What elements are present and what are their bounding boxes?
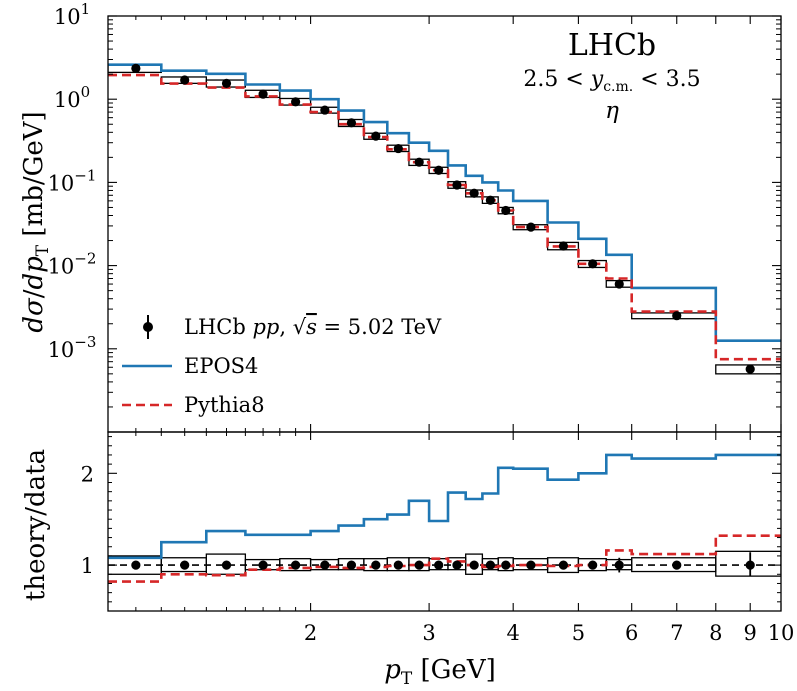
- data-point: [221, 78, 232, 88]
- ratio-data-point: [501, 560, 511, 570]
- ratio-data-point: [588, 560, 598, 570]
- rapidity-label: 2.5 < yc.m. < 3.5: [523, 67, 700, 95]
- legend-label-pythia8: Pythia8: [184, 393, 265, 417]
- y-tick-label: 10−3: [48, 333, 97, 362]
- y-tick-label: 10−2: [48, 250, 97, 279]
- data-point: [346, 118, 357, 128]
- ratio-data-point: [469, 560, 479, 570]
- ratio-frame: [107, 431, 782, 612]
- data-point: [501, 205, 511, 216]
- data-point: [258, 89, 268, 99]
- data-point: [614, 279, 624, 289]
- y-tick-label: 10−1: [48, 166, 97, 195]
- ratio-data-point: [558, 560, 569, 570]
- x-tick-label: 4: [506, 621, 519, 645]
- legend: LHCb pp, √s = 5.02 TeV EPOS4 Pythia8: [122, 315, 442, 417]
- data-point: [393, 143, 403, 154]
- ratio-data-point: [346, 560, 357, 570]
- ratio-y-tick-label: 2: [81, 462, 94, 486]
- epos4-step-line: [108, 63, 781, 342]
- x-tick-label: 8: [709, 621, 722, 645]
- ratio-data-point: [320, 560, 330, 570]
- ratio-data-point: [452, 560, 462, 570]
- ratio-data-point: [258, 560, 268, 570]
- ratio-data-point: [614, 560, 624, 570]
- y-tick-label: 100: [54, 83, 90, 112]
- pythia8-ratio-line: [108, 534, 781, 583]
- y-axis-title-main: dσ/dpT [mb/GeV]: [19, 111, 53, 332]
- data-point: [469, 188, 479, 198]
- data-point: [371, 131, 381, 141]
- experiment-label: LHCb: [568, 28, 656, 63]
- x-tick-label: 2: [304, 621, 317, 645]
- ratio-data-point: [131, 560, 141, 570]
- data-point: [320, 105, 330, 115]
- y-axis-title-ratio: theory/data: [21, 449, 51, 601]
- x-tick-label: 9: [744, 621, 757, 645]
- data-point: [291, 97, 301, 107]
- ratio-data-point: [526, 560, 536, 570]
- ratio-data-point: [434, 560, 444, 570]
- x-tick-label: 6: [625, 621, 638, 645]
- legend-label-data: LHCb pp, √s = 5.02 TeV: [184, 315, 442, 339]
- main-plot-area: [108, 63, 781, 375]
- ratio-data-point: [180, 560, 190, 570]
- ratio-data-point: [371, 560, 381, 570]
- ratio-data-point: [291, 560, 301, 570]
- ratio-data-point: [485, 560, 495, 570]
- ratio-data-point: [221, 560, 232, 570]
- legend-label-epos4: EPOS4: [184, 354, 258, 378]
- x-tick-label: 3: [422, 621, 435, 645]
- ratio-data-point: [414, 560, 424, 570]
- ratio-data-point: [393, 560, 403, 570]
- main-panel: 10−3 10−2 10−1 100 101: [48, 0, 782, 433]
- x-axis-title: pT [GeV]: [384, 655, 495, 689]
- ratio-data-point: [672, 560, 682, 570]
- data-point: [180, 75, 190, 85]
- ratio-y-tick-label: 1: [81, 554, 94, 578]
- epos4-ratio-line: [108, 453, 781, 560]
- legend-marker-data: [143, 315, 153, 339]
- data-point: [131, 63, 141, 73]
- data-point: [558, 241, 569, 251]
- particle-label: η: [605, 98, 619, 124]
- ratio-panel: 2 3 4 5 6 7 8 9 10 1 2: [81, 431, 795, 645]
- data-point: [434, 165, 444, 175]
- data-point: [588, 259, 598, 269]
- y-tick-label: 101: [54, 0, 90, 29]
- data-point: [526, 222, 536, 232]
- data-point: [485, 195, 495, 205]
- x-tick-label: 7: [670, 621, 683, 645]
- data-point: [672, 311, 682, 321]
- ratio-plot-area: [108, 453, 781, 583]
- data-point: [414, 157, 424, 167]
- ratio-data-point: [745, 560, 755, 570]
- x-tick-label: 10: [768, 621, 795, 645]
- data-point: [452, 180, 462, 190]
- data-point: [745, 364, 755, 374]
- x-tick-label: 5: [572, 621, 585, 645]
